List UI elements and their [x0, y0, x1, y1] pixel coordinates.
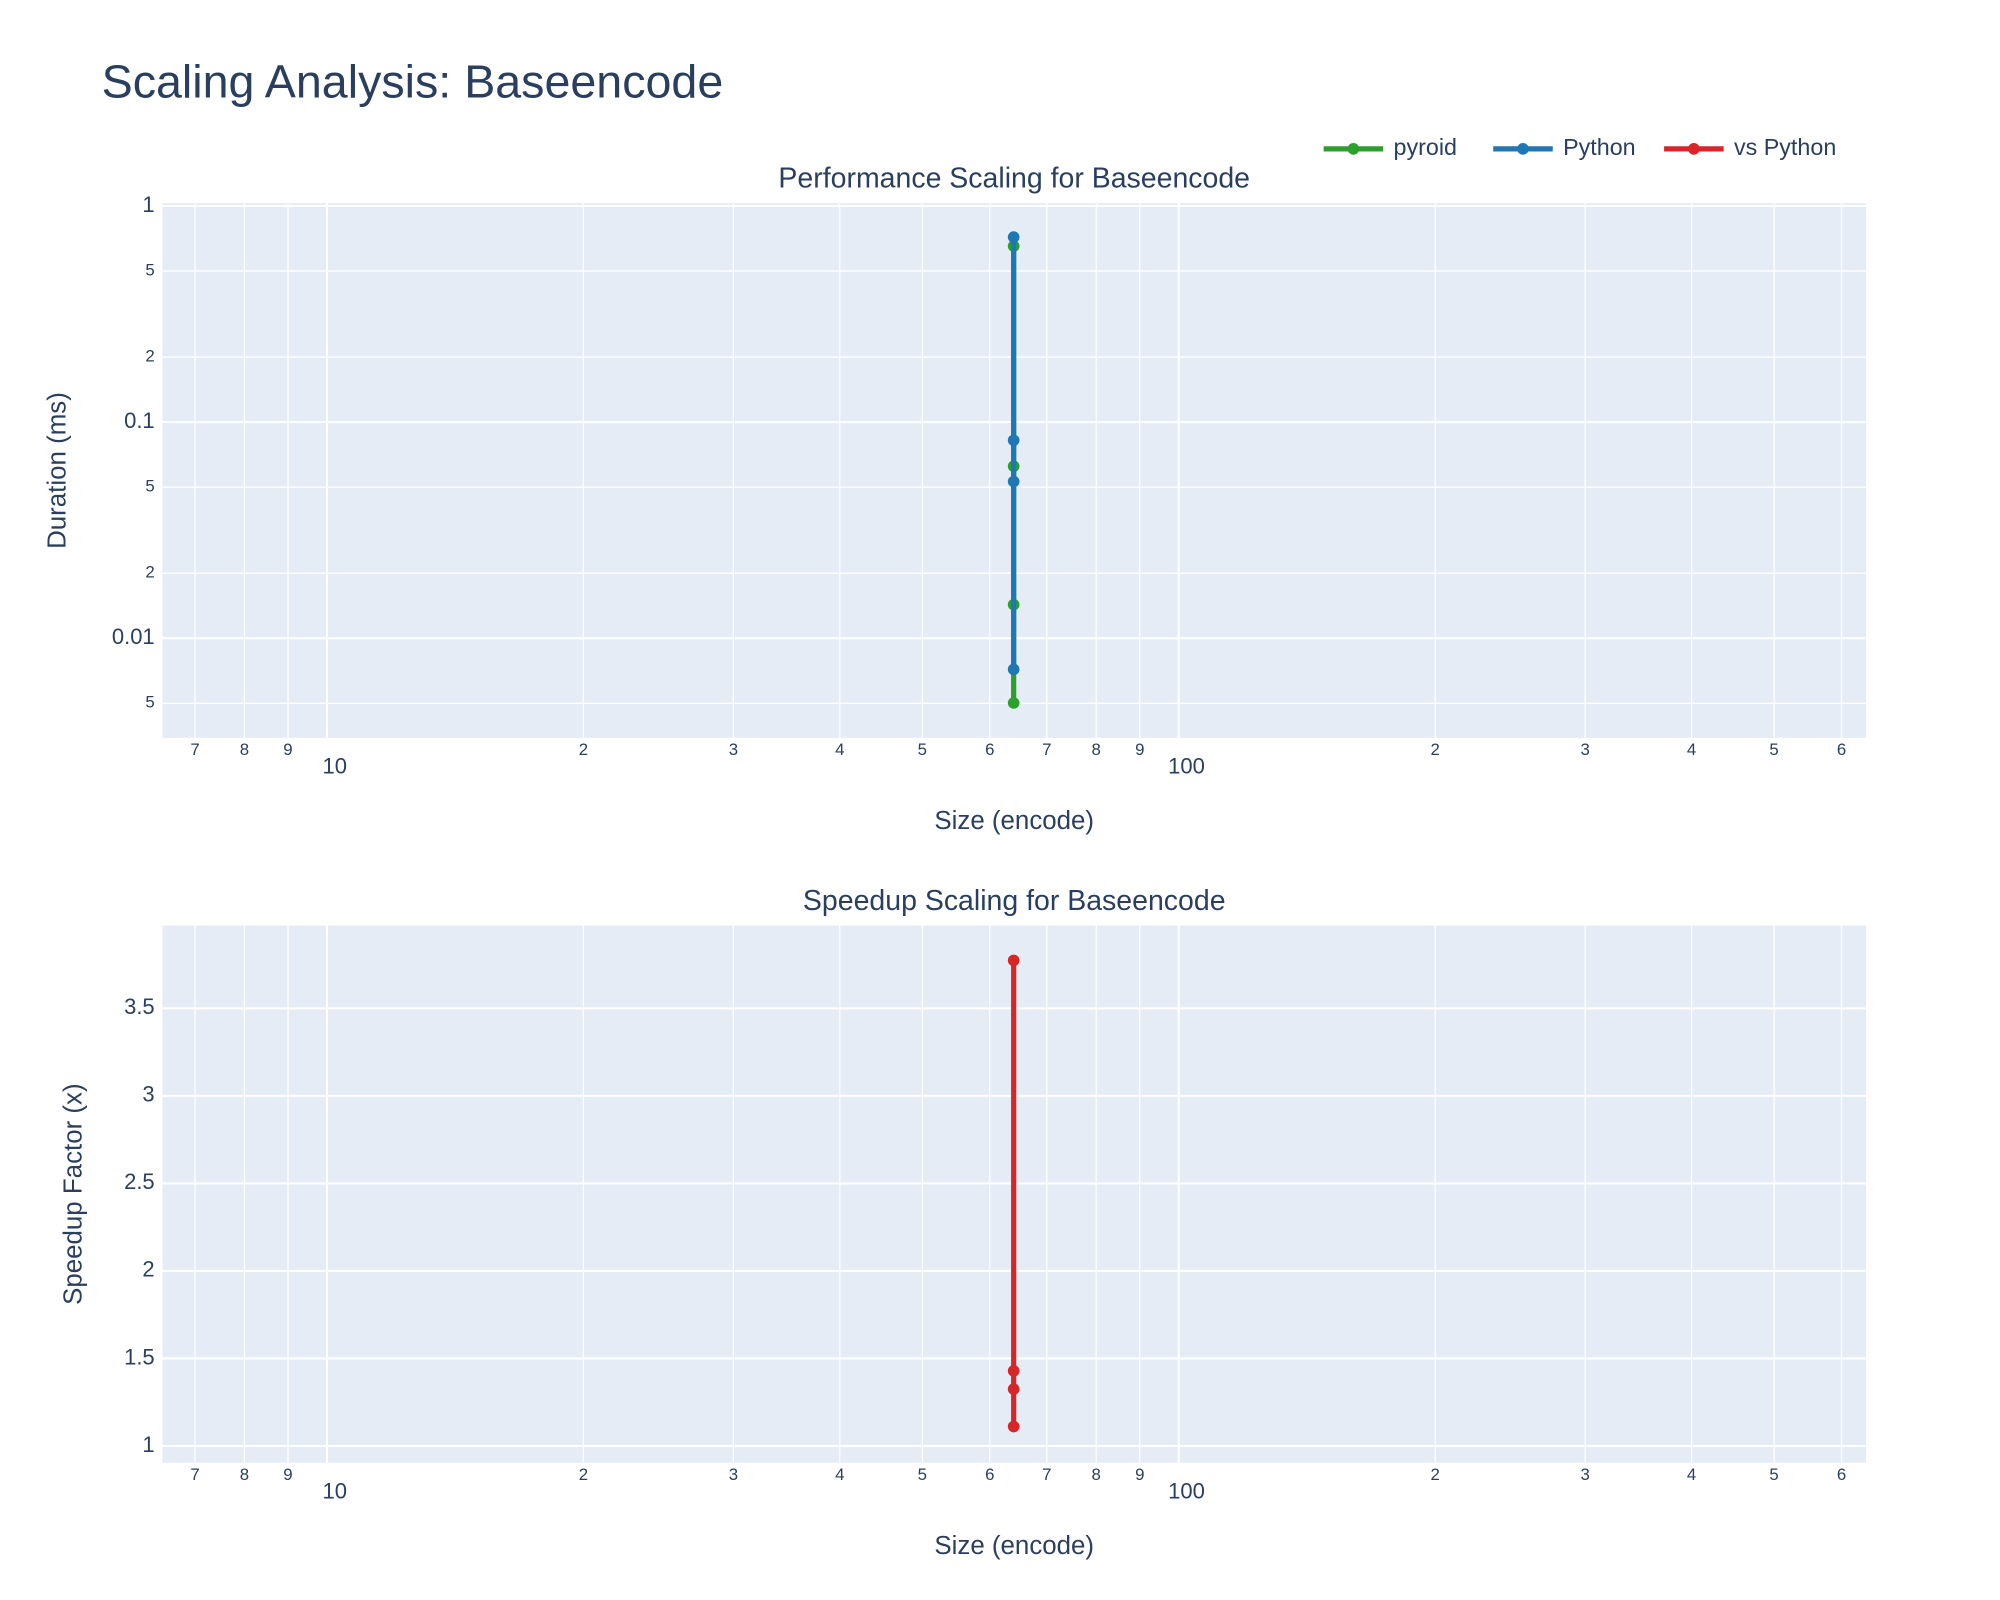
y-tick-label: 2.5 [124, 1169, 155, 1194]
y-axis-title: Speedup Factor (x) [59, 1083, 87, 1304]
x-tick-label: 4 [1687, 740, 1696, 759]
x-tick-label: 3 [1580, 1465, 1589, 1484]
subplot-title: Performance Scaling for Baseencode [778, 162, 1250, 194]
data-point [1007, 434, 1020, 447]
y-tick-label: 0.1 [124, 408, 155, 433]
x-tick-label: 9 [1135, 1465, 1144, 1484]
x-tick-label: 100 [1168, 753, 1205, 778]
legend-item[interactable]: pyroid [1323, 134, 1457, 160]
data-point [1007, 475, 1020, 488]
subplot-title: Speedup Scaling for Baseencode [803, 885, 1226, 917]
y-tick-label: 5 [145, 693, 154, 712]
x-tick-label: 2 [579, 1465, 588, 1484]
x-tick-label: 9 [283, 740, 292, 759]
y-tick-label: 0.01 [112, 624, 155, 649]
data-point [1007, 1365, 1020, 1377]
legend-marker [1688, 143, 1700, 155]
x-tick-label: 4 [835, 740, 844, 759]
x-tick-label: 3 [729, 740, 738, 759]
y-tick-label: 3.5 [124, 994, 155, 1019]
data-point [1007, 231, 1020, 243]
x-tick-label: 8 [240, 1465, 249, 1484]
x-tick-label: 4 [835, 1465, 844, 1484]
x-tick-label: 2 [1430, 740, 1439, 759]
x-tick-label: 10 [322, 753, 346, 778]
data-point [1007, 954, 1020, 967]
y-tick-label: 1 [142, 192, 154, 217]
x-tick-label: 8 [1092, 740, 1101, 759]
y-tick-label: 1.5 [124, 1344, 155, 1369]
x-tick-label: 3 [729, 1465, 738, 1484]
y-tick-label: 1 [142, 1432, 154, 1457]
x-tick-label: 2 [1430, 1465, 1439, 1484]
data-point [1007, 697, 1020, 709]
x-tick-label: 6 [985, 740, 994, 759]
x-tick-label: 3 [1580, 740, 1589, 759]
x-tick-label: 5 [1769, 740, 1778, 759]
legend-label: Python [1563, 134, 1636, 160]
x-tick-label: 8 [240, 740, 249, 759]
x-axis-title: Size (encode) [934, 1532, 1094, 1560]
y-tick-label: 3 [142, 1082, 154, 1107]
legend-item[interactable]: Python [1493, 134, 1636, 160]
y-tick-label: 5 [145, 477, 154, 496]
data-point [1007, 1420, 1020, 1433]
data-point [1007, 1383, 1020, 1395]
legend-marker [1347, 143, 1360, 155]
x-tick-label: 9 [1135, 740, 1144, 759]
y-tick-label: 2 [145, 347, 154, 366]
legend-label: pyroid [1394, 134, 1457, 160]
x-tick-label: 5 [918, 740, 927, 759]
x-tick-label: 100 [1168, 1478, 1205, 1503]
x-tick-label: 5 [1769, 1465, 1778, 1484]
x-axis-title: Size (encode) [934, 807, 1094, 835]
legend-label: vs Python [1734, 134, 1836, 160]
legend-item[interactable]: vs Python [1664, 134, 1836, 160]
x-tick-label: 4 [1687, 1465, 1696, 1484]
x-tick-label: 8 [1092, 1465, 1101, 1484]
y-tick-label: 2 [142, 1257, 154, 1282]
y-axis-title: Duration (ms) [44, 392, 72, 549]
x-tick-label: 6 [1837, 740, 1846, 759]
legend-marker [1517, 143, 1529, 155]
x-tick-label: 7 [190, 1465, 199, 1484]
data-point [1007, 663, 1020, 676]
figure-title: Scaling Analysis: Baseencode [102, 56, 724, 108]
x-tick-label: 10 [322, 1478, 346, 1503]
y-tick-label: 2 [145, 563, 154, 582]
x-tick-label: 7 [190, 740, 199, 759]
y-tick-label: 5 [145, 261, 154, 280]
x-tick-label: 9 [283, 1465, 292, 1484]
x-tick-label: 2 [579, 740, 588, 759]
x-tick-label: 6 [985, 1465, 994, 1484]
x-tick-label: 6 [1837, 1465, 1846, 1484]
x-tick-label: 5 [918, 1465, 927, 1484]
x-tick-label: 7 [1042, 740, 1051, 759]
x-tick-label: 7 [1042, 1465, 1051, 1484]
